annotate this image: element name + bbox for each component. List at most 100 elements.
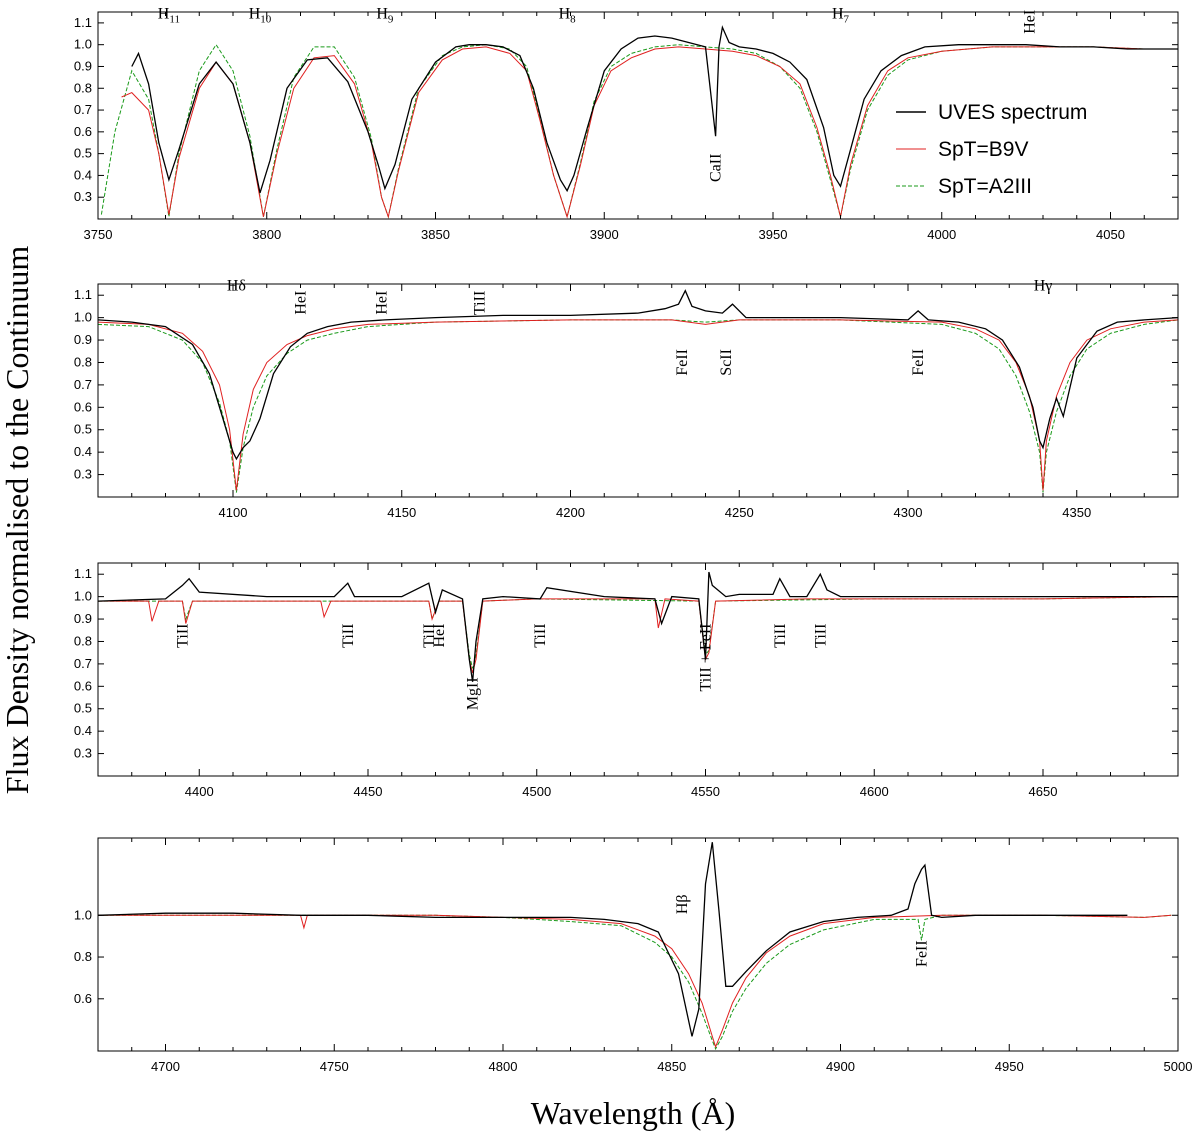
series-uves-spectrum [98,289,1178,461]
y-tick-label: 0.8 [74,80,92,95]
series-spt-a2iii [98,914,1172,1051]
y-tick-label: 1.1 [74,566,92,581]
y-tick-label: 0.5 [74,701,92,716]
series-uves-spectrum [131,25,1178,194]
series-uves-spectrum [98,571,1178,682]
spectral-line-label: TiII [340,624,357,648]
series-spt-a2iii [100,43,1178,219]
x-tick-label: 4750 [320,1059,349,1074]
spectral-line-label: TiII [421,624,438,648]
x-tick-label: 4150 [387,505,416,520]
y-tick-label: 0.4 [74,723,92,738]
x-tick-label: 4650 [1029,784,1058,799]
spectral-line-label: TiII [812,624,829,648]
x-tick-label: 3850 [421,227,450,242]
y-tick-label: 0.7 [74,656,92,671]
spectral-line-label: MgII [465,677,482,710]
spectral-line-label: H7 [832,6,850,26]
y-tick-label: 0.3 [74,746,92,761]
legend-entry: UVES spectrum [896,101,1087,124]
series-spt-a2iii [98,596,1178,669]
y-tick-label: 0.9 [74,332,92,347]
series-spt-b9v [98,596,1178,674]
x-tick-label: 4850 [657,1059,686,1074]
legend-label: UVES spectrum [938,101,1087,124]
x-tick-label: 5000 [1164,1059,1193,1074]
x-tick-label: 4300 [894,505,923,520]
y-tick-label: 0.4 [74,167,92,182]
y-tick-label: 0.6 [74,399,92,414]
y-tick-label: 0.3 [74,467,92,482]
spectral-line-label: FeII [914,940,931,967]
spectral-line-label: TiII [174,624,191,648]
x-tick-label: 4600 [860,784,889,799]
spectral-line-label: TiII + FeII [698,624,715,692]
panel-4: 4700 4750 4800 4850 4900 4950 5000 0.6 0.8 1.0 Hβ F… [74,837,1193,1074]
y-tick-label: 0.5 [74,422,92,437]
y-tick-label: 0.9 [74,58,92,73]
x-axis-title: Wavelength (Å) [531,1095,735,1131]
y-tick-label: 0.5 [74,146,92,161]
panel-2: 4100 4150 4200 4250 4300 4350 0.3 0.4 0.5 0.6 0.7 0… [74,278,1179,520]
spectral-line-label: H8 [559,6,577,26]
series-spt-b9v [98,319,1178,491]
x-tick-label: 4350 [1062,505,1091,520]
x-tick-label: 4250 [725,505,754,520]
legend-label: SpT=B9V [938,138,1028,161]
x-tick-label: 3800 [252,227,281,242]
y-tick-label: 0.9 [74,611,92,626]
y-tick-label: 1.0 [74,907,92,922]
x-tick-label: 4500 [522,784,551,799]
spectral-line-label: Hγ [1034,278,1053,295]
spectral-line-label: ScII [718,349,735,376]
spectral-line-label: H9 [376,6,394,26]
y-tick-label: 0.8 [74,354,92,369]
spectral-line-label: TiII [471,291,488,315]
y-tick-label: 0.7 [74,102,92,117]
spectral-line-label: TiII [532,623,549,647]
y-tick-label: 1.0 [74,37,92,52]
x-tick-label: 4700 [151,1059,180,1074]
y-tick-label: 0.3 [74,189,92,204]
x-tick-label: 4900 [826,1059,855,1074]
x-tick-label: 4800 [489,1059,518,1074]
y-tick-label: 0.4 [74,444,92,459]
y-tick-label: 0.8 [74,949,92,964]
y-tick-label: 0.6 [74,124,92,139]
x-tick-label: 4200 [556,505,585,520]
legend-entry: SpT=A2III [896,175,1032,198]
legend-label: SpT=A2III [938,175,1032,198]
x-tick-label: 4550 [691,784,720,799]
y-tick-label: 0.6 [74,678,92,693]
panel-3: 4400 4450 4500 4550 4600 4650 0.3 0.4 0.5 0.6 0.7 0… [74,562,1179,799]
spectral-line-label: TiII [772,624,789,648]
spectral-line-label: FeII [910,349,927,376]
x-tick-label: 4050 [1096,227,1125,242]
series-uves-spectrum [98,842,1128,1037]
spectral-line-label: Hδ [227,278,246,295]
x-tick-label: 3900 [590,227,619,242]
x-tick-label: 3750 [84,227,113,242]
x-tick-label: 4000 [927,227,956,242]
y-tick-label: 1.0 [74,589,92,604]
x-tick-label: 4100 [219,505,248,520]
legend-entry: SpT=B9V [896,138,1028,161]
legend: UVES spectrum SpT=B9V SpT=A2III [896,101,1087,198]
spectral-line-label: HeI [1022,10,1039,34]
y-tick-label: 0.7 [74,377,92,392]
x-tick-label: 4950 [995,1059,1024,1074]
series-spt-a2iii [98,319,1178,493]
y-tick-label: 0.6 [74,991,92,1006]
spectrum-panels: 3750 3800 3850 3900 3950 4000 4050 0.3 0.4 0.5 0.6… [74,6,1193,1074]
y-axis-title: Flux Density normalised to the Continuum [0,246,35,795]
spectral-line-label: Hβ [674,894,691,914]
spectral-line-label: HeI [293,291,310,315]
y-tick-label: 1.0 [74,310,92,325]
plot-frame [97,837,1179,1052]
plot-frame [97,562,1179,777]
panel-1: 3750 3800 3850 3900 3950 4000 4050 0.3 0.4 0.5 0.6… [74,6,1179,242]
spectral-line-label: HeI [374,291,391,315]
y-tick-label: 0.8 [74,633,92,648]
x-tick-label: 4400 [185,784,214,799]
spectral-line-label: CaII [708,154,725,182]
